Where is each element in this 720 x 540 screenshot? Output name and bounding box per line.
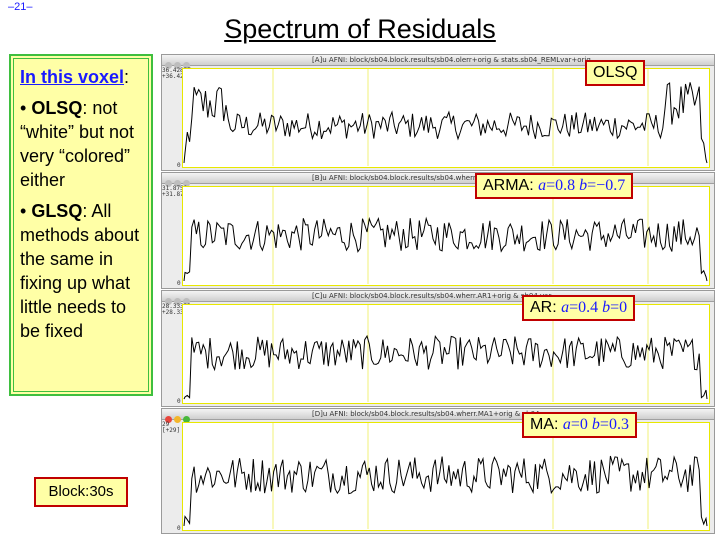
minimize-button[interactable] (174, 62, 181, 69)
method-label-olsq: OLSQ (585, 60, 646, 86)
close-button[interactable] (165, 416, 172, 423)
plot-area[interactable] (182, 186, 710, 286)
window-titlebar[interactable]: [B]u AFNI: block/sb04.block.results/sb04… (162, 173, 714, 187)
note-glsq-text: : All methods about the same in fixing u… (20, 201, 140, 341)
window-title: [A]u AFNI: block/sb04.block.results/sb04… (312, 56, 591, 64)
window-title: [C]u AFNI: block/sb04.block.results/sb04… (312, 292, 552, 300)
y-max-label: 36.42857 (162, 67, 191, 74)
plot-area[interactable] (182, 422, 710, 531)
block-label: Block:30s (34, 477, 128, 507)
y-max-label-2: +28.33333 (162, 309, 195, 316)
residual-spectrum-trace (183, 69, 708, 166)
window-title: [D]u AFNI: block/sb04.block.results/sb04… (312, 410, 554, 418)
note-olsq-term: OLSQ (31, 98, 83, 118)
zoom-button[interactable] (183, 62, 190, 69)
note-heading-line: In this voxel: (20, 65, 144, 89)
bullet-glyph: • (20, 98, 32, 118)
note-heading: In this voxel (20, 67, 125, 87)
method-label-ma: MA: a=0 b=0.3 (522, 412, 637, 438)
y-zero-label: 0 (177, 398, 181, 405)
window-titlebar[interactable]: [A]u AFNI: block/sb04.block.results/sb04… (162, 55, 714, 69)
note-bullet-glsq: • GLSQ: All methods about the same in fi… (20, 199, 144, 343)
spectrum-line (183, 82, 708, 164)
close-button[interactable] (165, 298, 172, 305)
note-olsq-text: : not “white” but not very “colored” eit… (20, 98, 135, 190)
method-label-arma: ARMA: a=0.8 b=−0.7 (475, 173, 634, 199)
window-titlebar[interactable]: [D]u AFNI: block/sb04.block.results/sb04… (162, 409, 714, 423)
afni-window-ma[interactable]: [D]u AFNI: block/sb04.block.results/sb04… (161, 408, 715, 534)
bullet-glyph: • (20, 201, 32, 221)
y-max-label-2: +31.8750 (162, 191, 191, 198)
voxel-note-box: In this voxel: • OLSQ: not “white” but n… (9, 54, 153, 396)
zoom-button[interactable] (183, 298, 190, 305)
zoom-button[interactable] (183, 416, 190, 423)
y-max-label: 31.8750 (162, 185, 188, 192)
window-titlebar[interactable]: [C]u AFNI: block/sb04.block.results/sb04… (162, 291, 714, 305)
y-max-label-2: [+29] (162, 427, 181, 434)
minimize-button[interactable] (174, 180, 181, 187)
method-label-ar: AR: a=0.4 b=0 (522, 295, 636, 321)
note-glsq-term: GLSQ (31, 201, 83, 221)
residual-spectrum-trace (183, 305, 708, 402)
minimize-button[interactable] (174, 416, 181, 423)
y-zero-label: 0 (177, 525, 181, 532)
note-heading-colon: : (124, 67, 130, 87)
page-number: –21– (8, 1, 33, 13)
close-button[interactable] (165, 62, 172, 69)
spectrum-line (183, 216, 708, 282)
y-zero-label: 0 (177, 280, 181, 287)
slide-title: Spectrum of Residuals (224, 14, 496, 44)
zoom-button[interactable] (183, 180, 190, 187)
window-title: [B]u AFNI: block/sb04.block.results/sb04… (312, 174, 555, 182)
afni-window-arma[interactable]: [B]u AFNI: block/sb04.block.results/sb04… (161, 172, 715, 289)
residual-spectrum-trace (183, 423, 708, 529)
close-button[interactable] (165, 180, 172, 187)
minimize-button[interactable] (174, 298, 181, 305)
y-max-label: 29 (162, 421, 170, 428)
spectrum-line (183, 334, 708, 400)
y-zero-label: 0 (177, 162, 181, 169)
note-bullet-olsq: • OLSQ: not “white” but not very “colore… (20, 96, 144, 192)
spectrum-line (183, 455, 708, 527)
y-max-label-2: +36.42857 (162, 73, 195, 80)
residual-spectrum-trace (183, 187, 708, 284)
y-max-label: 28.33333 (162, 303, 191, 310)
